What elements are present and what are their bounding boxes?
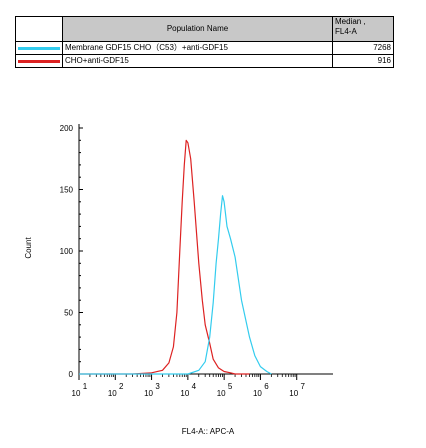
x-tick-label-base: 10 (144, 389, 153, 398)
x-tick-label-base: 10 (108, 389, 117, 398)
x-tick-label-exponent: 5 (228, 382, 233, 391)
x-tick-label-base: 10 (217, 389, 226, 398)
x-tick-label-base: 10 (180, 389, 189, 398)
x-tick-label-exponent: 2 (119, 382, 124, 391)
legend-header-median: Median , FL4-A (332, 16, 394, 42)
y-tick-label: 200 (60, 124, 74, 133)
series-line-cyan (79, 195, 272, 375)
x-tick-label-base: 10 (289, 389, 298, 398)
x-axis-label: FL4-A:: APC-A (182, 427, 235, 436)
x-tick-label-exponent: 6 (264, 382, 269, 391)
x-tick-label-exponent: 3 (155, 382, 160, 391)
y-tick-label: 100 (60, 247, 74, 256)
y-tick-label: 50 (64, 309, 73, 318)
y-tick-label: 150 (60, 186, 74, 195)
series-layer (79, 139, 272, 375)
legend-header-median-line2: FL4-A (335, 27, 357, 36)
x-tick-label-base: 10 (72, 389, 81, 398)
legend-row-name: CHO+anti-GDF15 (62, 54, 333, 68)
x-tick-label-base: 10 (253, 389, 262, 398)
legend-blank-cell (15, 16, 63, 42)
legend-row: CHO+anti-GDF15 916 (15, 54, 394, 68)
legend-row-median: 916 (332, 54, 394, 68)
y-axis-label: Count (24, 237, 33, 259)
legend-table: Population Name Median , FL4-A Membrane … (15, 16, 394, 68)
x-tick-label-exponent: 7 (300, 382, 305, 391)
y-tick-label: 0 (69, 370, 74, 379)
series-line-red (79, 139, 250, 375)
legend-header-median-line1: Median , (335, 17, 366, 26)
x-tick-label-exponent: 4 (192, 382, 197, 391)
x-tick-label-exponent: 1 (83, 382, 88, 391)
